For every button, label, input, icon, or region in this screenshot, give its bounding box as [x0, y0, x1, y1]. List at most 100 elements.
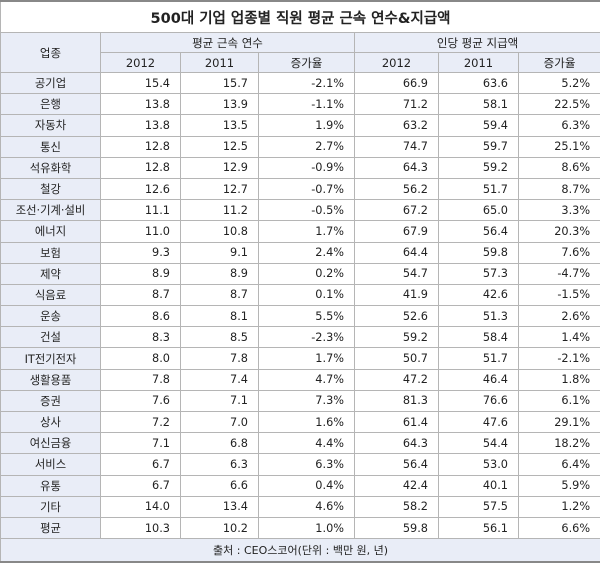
tenure-2012-cell: 7.2 [101, 412, 181, 433]
tenure-2011-cell: 8.1 [181, 306, 259, 327]
pay-2012-cell: 67.9 [355, 221, 439, 242]
pay-2012-cell: 54.7 [355, 263, 439, 284]
pay-2012-cell: 63.2 [355, 115, 439, 136]
tenure-2012-cell: 7.6 [101, 390, 181, 411]
pay-change-cell: 1.8% [519, 369, 600, 390]
tenure-2012-cell: 11.0 [101, 221, 181, 242]
tenure-change-cell: 5.5% [259, 306, 355, 327]
pay-2012-cell: 74.7 [355, 136, 439, 157]
pay-change-cell: 7.6% [519, 242, 600, 263]
tenure-2012-cell: 13.8 [101, 94, 181, 115]
pay-2012-cell: 81.3 [355, 390, 439, 411]
tenure-2012-cell: 12.8 [101, 136, 181, 157]
tenure-change-cell: -0.5% [259, 200, 355, 221]
industry-name-cell: 석유화학 [1, 157, 101, 178]
pay-change-cell: 1.4% [519, 327, 600, 348]
tenure-2011-cell: 10.2 [181, 517, 259, 538]
tenure-2012-cell: 8.0 [101, 348, 181, 369]
tenure-2012-cell: 6.7 [101, 454, 181, 475]
pay-2011-cell: 65.0 [439, 200, 519, 221]
tenure-2011-cell: 13.4 [181, 496, 259, 517]
pay-2011-cell: 76.6 [439, 390, 519, 411]
pay-change-cell: 6.6% [519, 517, 600, 538]
tenure-2011-cell: 7.4 [181, 369, 259, 390]
tenure-change-cell: -2.1% [259, 73, 355, 94]
tenure-change-cell: 1.0% [259, 517, 355, 538]
table-title: 500대 기업 업종별 직원 평균 근속 연수&지급액 [1, 1, 600, 33]
pay-change-cell: -4.7% [519, 263, 600, 284]
pay-2012-cell: 59.2 [355, 327, 439, 348]
industry-name-cell: 유통 [1, 475, 101, 496]
industry-name-cell: 여신금융 [1, 433, 101, 454]
pay-2012-cell: 64.4 [355, 242, 439, 263]
industry-name-cell: IT전기전자 [1, 348, 101, 369]
pay-change-cell: 3.3% [519, 200, 600, 221]
pay-change-cell: 22.5% [519, 94, 600, 115]
pay-2011-cell: 59.2 [439, 157, 519, 178]
pay-2011-cell: 51.7 [439, 178, 519, 199]
industry-name-cell: 자동차 [1, 115, 101, 136]
tenure-change-cell: 1.7% [259, 221, 355, 242]
pay-2012-cell: 64.3 [355, 157, 439, 178]
source-note: 출처 : CEO스코어(단위 : 백만 원, 년) [1, 539, 600, 563]
header-tenure-2011: 2011 [181, 53, 259, 73]
tenure-change-cell: 4.4% [259, 433, 355, 454]
pay-2012-cell: 58.2 [355, 496, 439, 517]
pay-change-cell: 8.7% [519, 178, 600, 199]
tenure-2012-cell: 12.8 [101, 157, 181, 178]
pay-change-cell: 2.6% [519, 306, 600, 327]
pay-2012-cell: 61.4 [355, 412, 439, 433]
industry-name-cell: 에너지 [1, 221, 101, 242]
pay-2012-cell: 56.4 [355, 454, 439, 475]
tenure-2011-cell: 13.9 [181, 94, 259, 115]
header-industry: 업종 [1, 33, 101, 73]
tenure-change-cell: 1.7% [259, 348, 355, 369]
pay-2012-cell: 41.9 [355, 284, 439, 305]
pay-change-cell: 25.1% [519, 136, 600, 157]
pay-2011-cell: 56.4 [439, 221, 519, 242]
tenure-change-cell: -1.1% [259, 94, 355, 115]
pay-2011-cell: 56.1 [439, 517, 519, 538]
pay-change-cell: 6.4% [519, 454, 600, 475]
pay-2011-cell: 47.6 [439, 412, 519, 433]
tenure-2011-cell: 12.5 [181, 136, 259, 157]
pay-2011-cell: 42.6 [439, 284, 519, 305]
pay-2011-cell: 63.6 [439, 73, 519, 94]
pay-change-cell: 6.1% [519, 390, 600, 411]
tenure-2011-cell: 8.9 [181, 263, 259, 284]
tenure-2011-cell: 7.8 [181, 348, 259, 369]
tenure-change-cell: 7.3% [259, 390, 355, 411]
industry-name-cell: 증권 [1, 390, 101, 411]
pay-2011-cell: 57.3 [439, 263, 519, 284]
pay-change-cell: 18.2% [519, 433, 600, 454]
header-pay-2012: 2012 [355, 53, 439, 73]
tenure-2011-cell: 11.2 [181, 200, 259, 221]
pay-2012-cell: 64.3 [355, 433, 439, 454]
pay-change-cell: -2.1% [519, 348, 600, 369]
industry-name-cell: 평균 [1, 517, 101, 538]
tenure-2011-cell: 15.7 [181, 73, 259, 94]
pay-change-cell: 5.9% [519, 475, 600, 496]
tenure-2011-cell: 8.5 [181, 327, 259, 348]
pay-2011-cell: 51.7 [439, 348, 519, 369]
industry-name-cell: 상사 [1, 412, 101, 433]
tenure-2011-cell: 10.8 [181, 221, 259, 242]
industry-name-cell: 보험 [1, 242, 101, 263]
tenure-change-cell: 0.2% [259, 263, 355, 284]
tenure-change-cell: 0.4% [259, 475, 355, 496]
pay-2011-cell: 58.4 [439, 327, 519, 348]
industry-name-cell: 식음료 [1, 284, 101, 305]
pay-change-cell: 29.1% [519, 412, 600, 433]
